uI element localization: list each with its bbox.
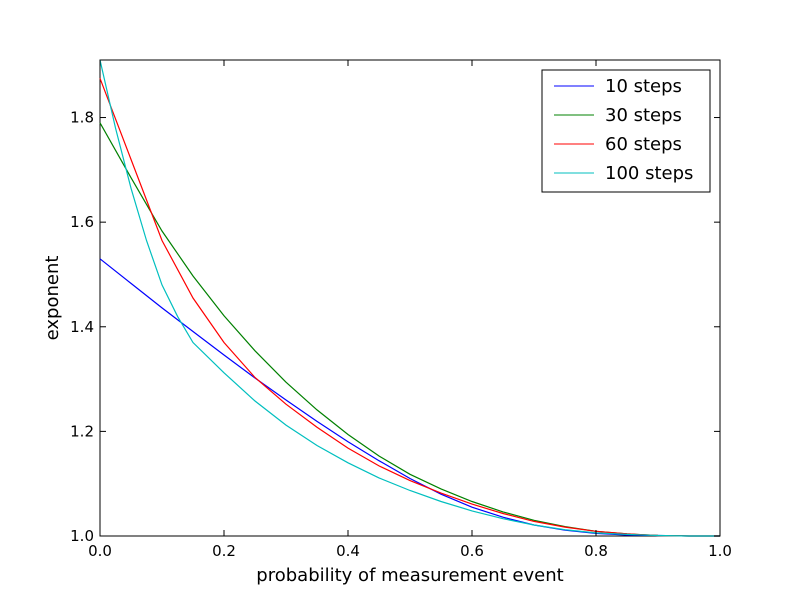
series-layer: [99, 59, 720, 537]
legend-label-100-steps: 100 steps: [605, 163, 693, 184]
x-tick-label: 0.4: [336, 542, 360, 560]
tick-layer: 0.0 0.2 0.4 0.6 0.8 1.0 1.0 1.2 1.4 1.6 1.8: [70, 60, 732, 560]
y-tick-label: 1.0: [70, 527, 94, 545]
y-tick-label: 1.6: [70, 213, 94, 231]
legend-label-30-steps: 30 steps: [605, 105, 682, 126]
legend: 10 steps 30 steps 60 steps 100 steps: [541, 69, 711, 193]
legend-label-60-steps: 60 steps: [605, 134, 682, 155]
y-tick-label: 1.2: [70, 422, 94, 440]
x-tick-label: 0.2: [212, 542, 236, 560]
x-tick-label: 0.8: [584, 542, 608, 560]
x-tick-label: 1.0: [708, 542, 732, 560]
series-line-100-steps: [99, 59, 720, 537]
y-axis-label: exponent: [42, 256, 63, 341]
legend-box: [541, 69, 711, 193]
legend-label-10-steps: 10 steps: [605, 76, 682, 97]
series-line-10-steps: [99, 258, 720, 537]
y-tick-label: 1.8: [70, 109, 94, 127]
x-tick-label: 0.6: [460, 542, 484, 560]
plot-frame: [99, 59, 721, 537]
x-tick-label: 0.0: [88, 542, 112, 560]
x-axis-label: probability of measurement event: [256, 565, 563, 586]
plot-area: 0.0 0.2 0.4 0.6 0.8 1.0 1.0 1.2 1.4 1.6 1.8: [70, 59, 732, 560]
y-tick-label: 1.4: [70, 318, 94, 336]
series-line-60-steps: [99, 78, 720, 537]
